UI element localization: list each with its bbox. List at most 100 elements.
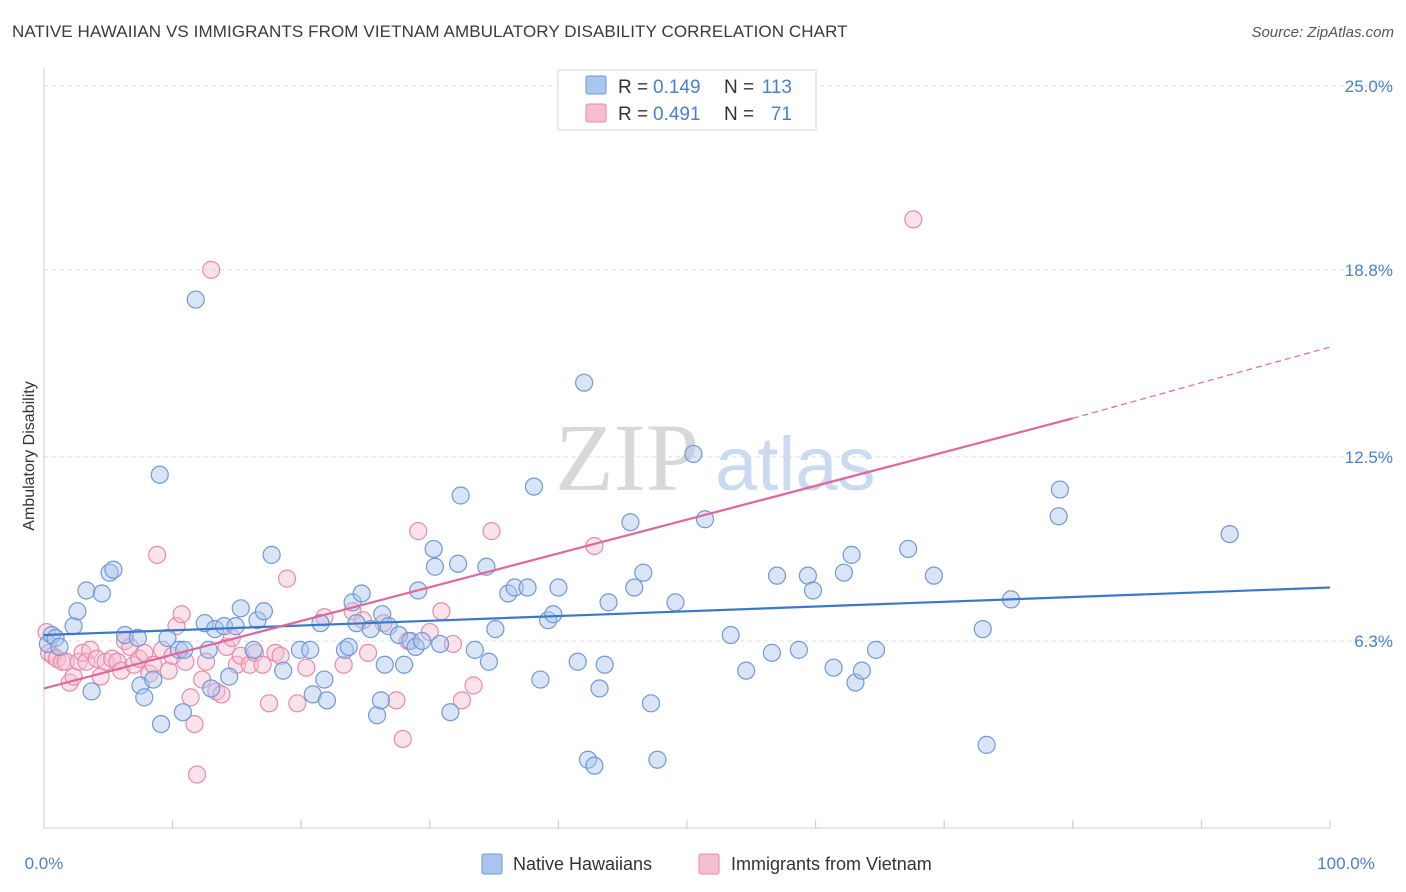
data-point-native-hawaiian [641, 694, 661, 713]
series-native-hawaiians [38, 290, 1239, 775]
data-point-vietnam [393, 729, 412, 749]
x-tick-label-min: 0.0% [25, 854, 64, 873]
data-point-native-hawaiian [262, 545, 281, 564]
data-point-native-hawaiian [549, 578, 568, 597]
data-point-native-hawaiian [375, 655, 394, 674]
legend-n-value-blue: 113 [762, 77, 792, 98]
data-point-vietnam [297, 658, 316, 677]
y-tick-label: 12.5% [1345, 448, 1393, 467]
data-point-native-hawaiian [803, 581, 823, 600]
data-point-native-hawaiian [254, 602, 274, 621]
data-point-native-hawaiian [82, 682, 101, 701]
legend-r-label-blue: R = [618, 77, 648, 98]
data-point-native-hawaiian [389, 625, 409, 645]
data-point-vietnam [69, 652, 88, 671]
data-point-native-hawaiian [186, 290, 205, 309]
data-point-native-hawaiian [151, 714, 171, 734]
legend-bottom-swatch-pink [698, 853, 720, 875]
data-point-native-hawaiian [486, 619, 505, 639]
watermark-atlas: atlas [715, 422, 876, 507]
watermark: ZIP atlas [555, 404, 876, 511]
legend-series: Native Hawaiians Immigrants from Vietnam [481, 853, 932, 875]
data-point-native-hawaiian [195, 614, 214, 633]
data-point-native-hawaiian [361, 619, 380, 639]
data-point-native-hawaiian [866, 640, 886, 659]
legend-bottom-label-pink: Immigrants from Vietnam [731, 854, 932, 874]
legend-n-label-blue: N = [724, 77, 754, 98]
data-point-native-hawaiian [68, 602, 87, 621]
data-point-vietnam [904, 210, 923, 229]
data-point-native-hawaiian [104, 560, 123, 579]
data-point-native-hawaiian [150, 465, 169, 484]
data-point-native-hawaiian [479, 652, 499, 671]
y-axis-label: Ambulatory Disability [21, 381, 38, 530]
data-point-native-hawaiian [1050, 480, 1070, 499]
data-point-native-hawaiian [834, 563, 853, 582]
legend-r-value-pink: 0.491 [653, 104, 701, 125]
data-point-vietnam [196, 652, 216, 671]
data-point-native-hawaiian [173, 703, 192, 722]
data-point-native-hawaiian [244, 640, 263, 659]
data-point-native-hawaiian [394, 655, 414, 674]
data-point-native-hawaiian [634, 563, 653, 582]
gridlines [44, 85, 1392, 642]
data-point-native-hawaiian [1220, 524, 1239, 544]
data-point-vietnam [452, 691, 472, 710]
data-point-native-hawaiian [144, 670, 163, 689]
data-point-vietnam [207, 682, 226, 701]
data-point-native-hawaiian [599, 593, 618, 612]
data-point-native-hawaiian [367, 706, 387, 725]
legend-bottom-swatch-blue [481, 853, 503, 875]
data-point-vietnam [387, 691, 406, 710]
data-point-native-hawaiian [412, 631, 432, 651]
trend-line-vietnam-extension [1072, 346, 1331, 419]
data-point-vietnam [443, 634, 463, 654]
data-point-native-hawaiian [544, 605, 563, 624]
watermark-zip: ZIP [555, 404, 699, 511]
data-point-native-hawaiian [290, 640, 310, 659]
data-point-native-hawaiian [684, 444, 703, 464]
data-point-native-hawaiian [721, 625, 740, 645]
legend-r-label-pink: R = [618, 104, 648, 125]
source-label: Source: ZipAtlas.com [1251, 24, 1394, 41]
data-point-native-hawaiian [315, 670, 334, 689]
data-point-vietnam [464, 676, 483, 695]
data-point-vietnam [288, 694, 307, 713]
legend-swatch-pink [585, 103, 607, 123]
data-point-native-hawaiian [451, 486, 470, 505]
y-tick-labels: 6.3% 12.5% 18.8% 25.0% [1345, 77, 1393, 651]
trend-line-native-hawaiians [43, 586, 1331, 637]
legend-n-label-pink: N = [724, 104, 754, 125]
data-point-vietnam [181, 688, 200, 707]
data-point-native-hawaiian [231, 599, 250, 618]
data-point-native-hawaiian [789, 640, 808, 659]
data-point-native-hawaiian [575, 373, 594, 392]
data-point-native-hawaiian [248, 611, 267, 630]
data-point-native-hawaiian [92, 584, 111, 603]
data-point-native-hawaiian [339, 637, 358, 657]
data-point-native-hawaiian [226, 617, 245, 636]
legend-r-value-blue: 0.149 [653, 77, 701, 98]
x-tick-marks [43, 820, 1331, 828]
data-point-native-hawaiian [568, 652, 587, 671]
data-point-native-hawaiian [524, 477, 544, 496]
data-point-vietnam [358, 643, 378, 662]
data-point-native-hawaiian [1049, 507, 1068, 526]
data-point-native-hawaiian [128, 628, 147, 648]
data-point-vietnam [172, 605, 191, 624]
data-point-native-hawaiian [531, 670, 550, 689]
data-point-native-hawaiian [762, 643, 781, 662]
data-point-native-hawaiian [274, 661, 293, 680]
data-point-vietnam [482, 522, 501, 541]
data-point-vietnam [148, 545, 167, 564]
data-point-native-hawaiian [625, 578, 644, 597]
data-point-vietnam [334, 655, 353, 674]
legend-stats: R = 0.149 N = 113 R = 0.491 N = 71 [557, 69, 817, 131]
chart-title: NATIVE HAWAIIAN VS IMMIGRANTS FROM VIETN… [12, 22, 848, 41]
data-point-vietnam [81, 640, 100, 659]
data-point-native-hawaiian [648, 750, 667, 769]
data-point-native-hawaiian [585, 756, 604, 775]
data-point-vietnam [409, 522, 428, 541]
data-point-vietnam [259, 694, 279, 713]
